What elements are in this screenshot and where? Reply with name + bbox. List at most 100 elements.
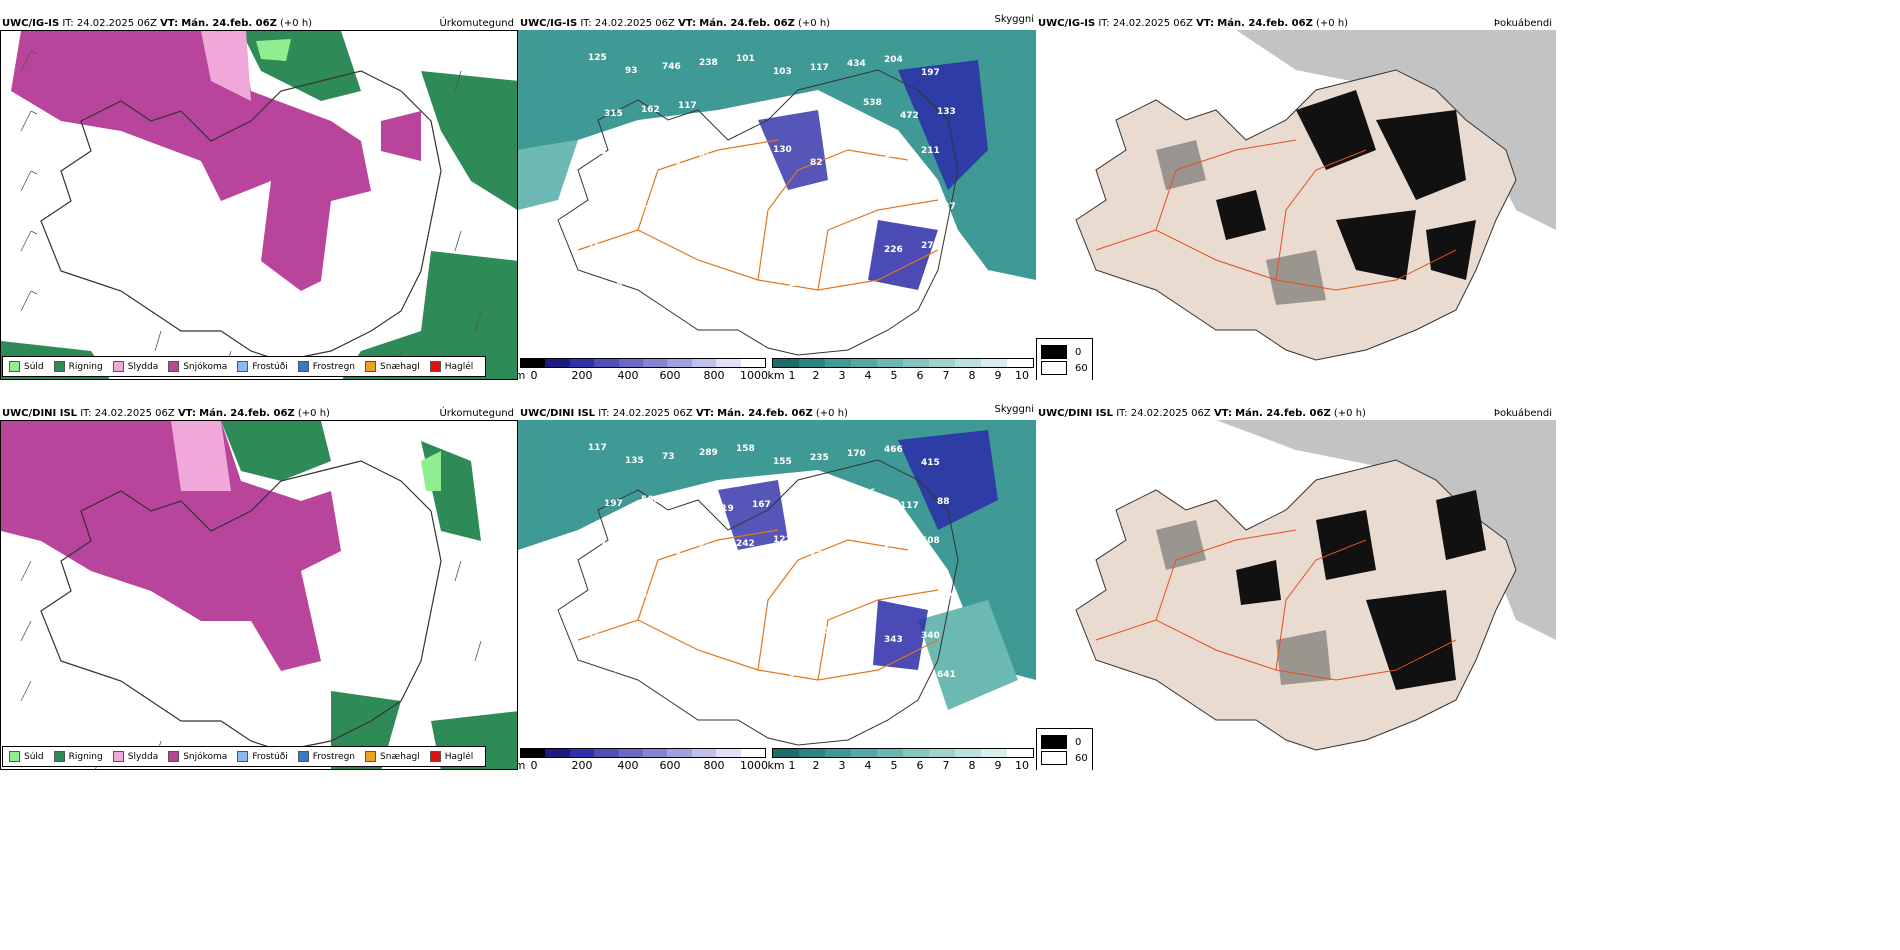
cloud-base-label: 538 [863, 98, 882, 108]
cloud-base-label: 271 [900, 674, 919, 684]
cloud-base-label: 165 [736, 149, 755, 159]
panel-title: Skyggni [994, 404, 1034, 415]
cloud-base-label: 107 [715, 287, 734, 297]
cloud-base-label: 99 [678, 291, 691, 301]
cloud-base-label: 139 [826, 197, 845, 207]
panel-title: Þokuábendi [1493, 408, 1552, 419]
panel-header: UWC/DINI ISL IT: 24.02.2025 06Z VT: Mán.… [520, 408, 848, 419]
cloud-base-label: 170 [847, 449, 866, 459]
cloud-base-label: 340 [921, 631, 940, 641]
cloud-base-label: 162 [641, 105, 660, 115]
cloud-base-label: 185 [752, 110, 771, 120]
legend-item: Snæhagl [365, 751, 420, 762]
height-scale-ticks: m 0 200 400 600 800 1000 [518, 759, 768, 770]
panel-header: UWC/IG-IS IT: 24.02.2025 06Z VT: Mán. 24… [1038, 18, 1349, 29]
fog-key: 0 60 [1036, 728, 1093, 770]
precip-panel-row1: UWC/IG-IS IT: 24.02.2025 06Z VT: Mán. 24… [0, 12, 518, 380]
cloud-base-label: 514 [736, 634, 755, 644]
legend-item: Súld [9, 361, 44, 372]
cloud-base-label: 390 [625, 534, 644, 544]
cloud-base-label: 82 [810, 158, 823, 168]
cloud-base-label: 65 [604, 672, 617, 682]
precip-panel-row2: UWC/DINI ISL IT: 24.02.2025 06Z VT: Mán.… [0, 402, 518, 770]
panel-title: Úrkomutegund [439, 408, 514, 419]
cloud-base-label: 779 [937, 592, 956, 602]
cloud-base-label: 117 [900, 501, 919, 511]
visibility-scale-ticks: km 1 2 3 4 5 6 7 8 9 10 [767, 369, 1029, 380]
cloud-base-label: 118 [884, 150, 903, 160]
cloud-base-label: 197 [604, 499, 623, 509]
cloud-base-label: 125 [588, 53, 607, 63]
cloud-base-label: 150 [641, 200, 660, 210]
legend-item: Haglél [429, 751, 473, 762]
visibility-map: 117 135 73 289 158 155 235 170 466 415 197 568 229 11… [518, 420, 1036, 748]
cloud-base-label: 211 [921, 146, 940, 156]
cloud-base-label: 73 [715, 114, 728, 124]
cloud-base-label: 269 [826, 492, 845, 502]
cloud-base-label: 466 [884, 445, 903, 455]
cloud-base-label: 238 [699, 58, 718, 68]
cloud-base-label: 508 [921, 536, 940, 546]
cloud-base-label: 63 [789, 496, 802, 506]
panel-header: UWC/DINI ISL IT: 24.02.2025 06Z VT: Mán.… [2, 408, 330, 419]
cloud-base-label: 135 [625, 456, 644, 466]
cloud-base-label: 133 [937, 107, 956, 117]
fog-map [1036, 420, 1556, 770]
cloud-base-label: 84 [662, 625, 675, 635]
legend-item: Frostregn [297, 361, 355, 372]
cloud-base-label: 235 [604, 204, 623, 214]
cloud-base-label: 123 [826, 682, 845, 692]
cloud-base-label: 85 [699, 153, 712, 163]
cloud-base-label: 75 [810, 548, 823, 558]
cloud-base-label: 117 [810, 63, 829, 73]
legend-item: Rigning [53, 751, 103, 762]
cloud-base-label: 306 [662, 547, 681, 557]
cloud-base-label: 104 [588, 148, 607, 158]
cloud-base-label: 641 [937, 670, 956, 680]
cloud-base-label: 125 [625, 629, 644, 639]
cloud-base-label: 234 [900, 579, 919, 589]
cloud-base-label: 154 [847, 249, 866, 259]
cloud-base-label: 269 [863, 583, 882, 593]
cloud-base-label: 127 [937, 202, 956, 212]
cloud-base-label: 343 [884, 635, 903, 645]
height-scale-ticks: m 0 200 400 600 800 1000 [518, 369, 768, 380]
cloud-base-label: 687 [699, 543, 718, 553]
cloud-base-label: 137 [826, 587, 845, 597]
cloud-base-label: 568 [641, 495, 660, 505]
visibility-scale: km 1 2 3 4 5 6 7 8 9 10 [767, 748, 1034, 770]
fog-key: 0 60 [1036, 338, 1093, 380]
visibility-scale: km 1 2 3 4 5 6 7 8 9 10 [767, 358, 1034, 380]
cloud-base-label: 167 [752, 500, 771, 510]
visibility-panel-row1: UWC/IG-IS IT: 24.02.2025 06Z VT: Mán. 24… [518, 12, 1036, 380]
precip-map [0, 30, 518, 380]
precip-legend: Súld Rigning Slydda Snjókoma Frostúði Fr… [2, 356, 487, 377]
cloud-base-label: 307 [604, 282, 623, 292]
cloud-base-label: 79 [678, 681, 691, 691]
cloud-base-label: 642 [604, 594, 623, 604]
cloud-base-label: 117 [588, 443, 607, 453]
cloud-base-label: 155 [773, 457, 792, 467]
visibility-scale-ticks: km 1 2 3 4 5 6 7 8 9 10 [767, 759, 1029, 770]
cloud-base-label: 247 [588, 538, 607, 548]
cloud-base-label: 156 [588, 243, 607, 253]
cloud-base-label: 117 [588, 633, 607, 643]
cloud-base-label: 209 [625, 239, 644, 249]
legend-item: Frostúði [237, 751, 288, 762]
cloud-base-label: 67 [789, 669, 802, 679]
cloud-base-label: 731 [863, 288, 882, 298]
cloud-base-label: 230 [789, 279, 808, 289]
cloud-base-label: 73 [662, 452, 675, 462]
panel-header: UWC/DINI ISL IT: 24.02.2025 06Z VT: Mán.… [1038, 408, 1366, 419]
cloud-base-label: 346 [641, 278, 660, 288]
cloud-base-label: 289 [699, 448, 718, 458]
cloud-base-label: 197 [921, 68, 940, 78]
cloud-base-label: 93 [625, 66, 638, 76]
legend-item: Rigning [53, 361, 103, 372]
panel-title: Skyggni [994, 14, 1034, 25]
cloud-base-label: 326 [863, 678, 882, 688]
visibility-panel-row2: UWC/DINI ISL IT: 24.02.2025 06Z VT: Mán.… [518, 402, 1036, 770]
cloud-base-label: 158 [736, 444, 755, 454]
cloud-base-label: 76 [863, 488, 876, 498]
cloud-base-label: 103 [773, 67, 792, 77]
